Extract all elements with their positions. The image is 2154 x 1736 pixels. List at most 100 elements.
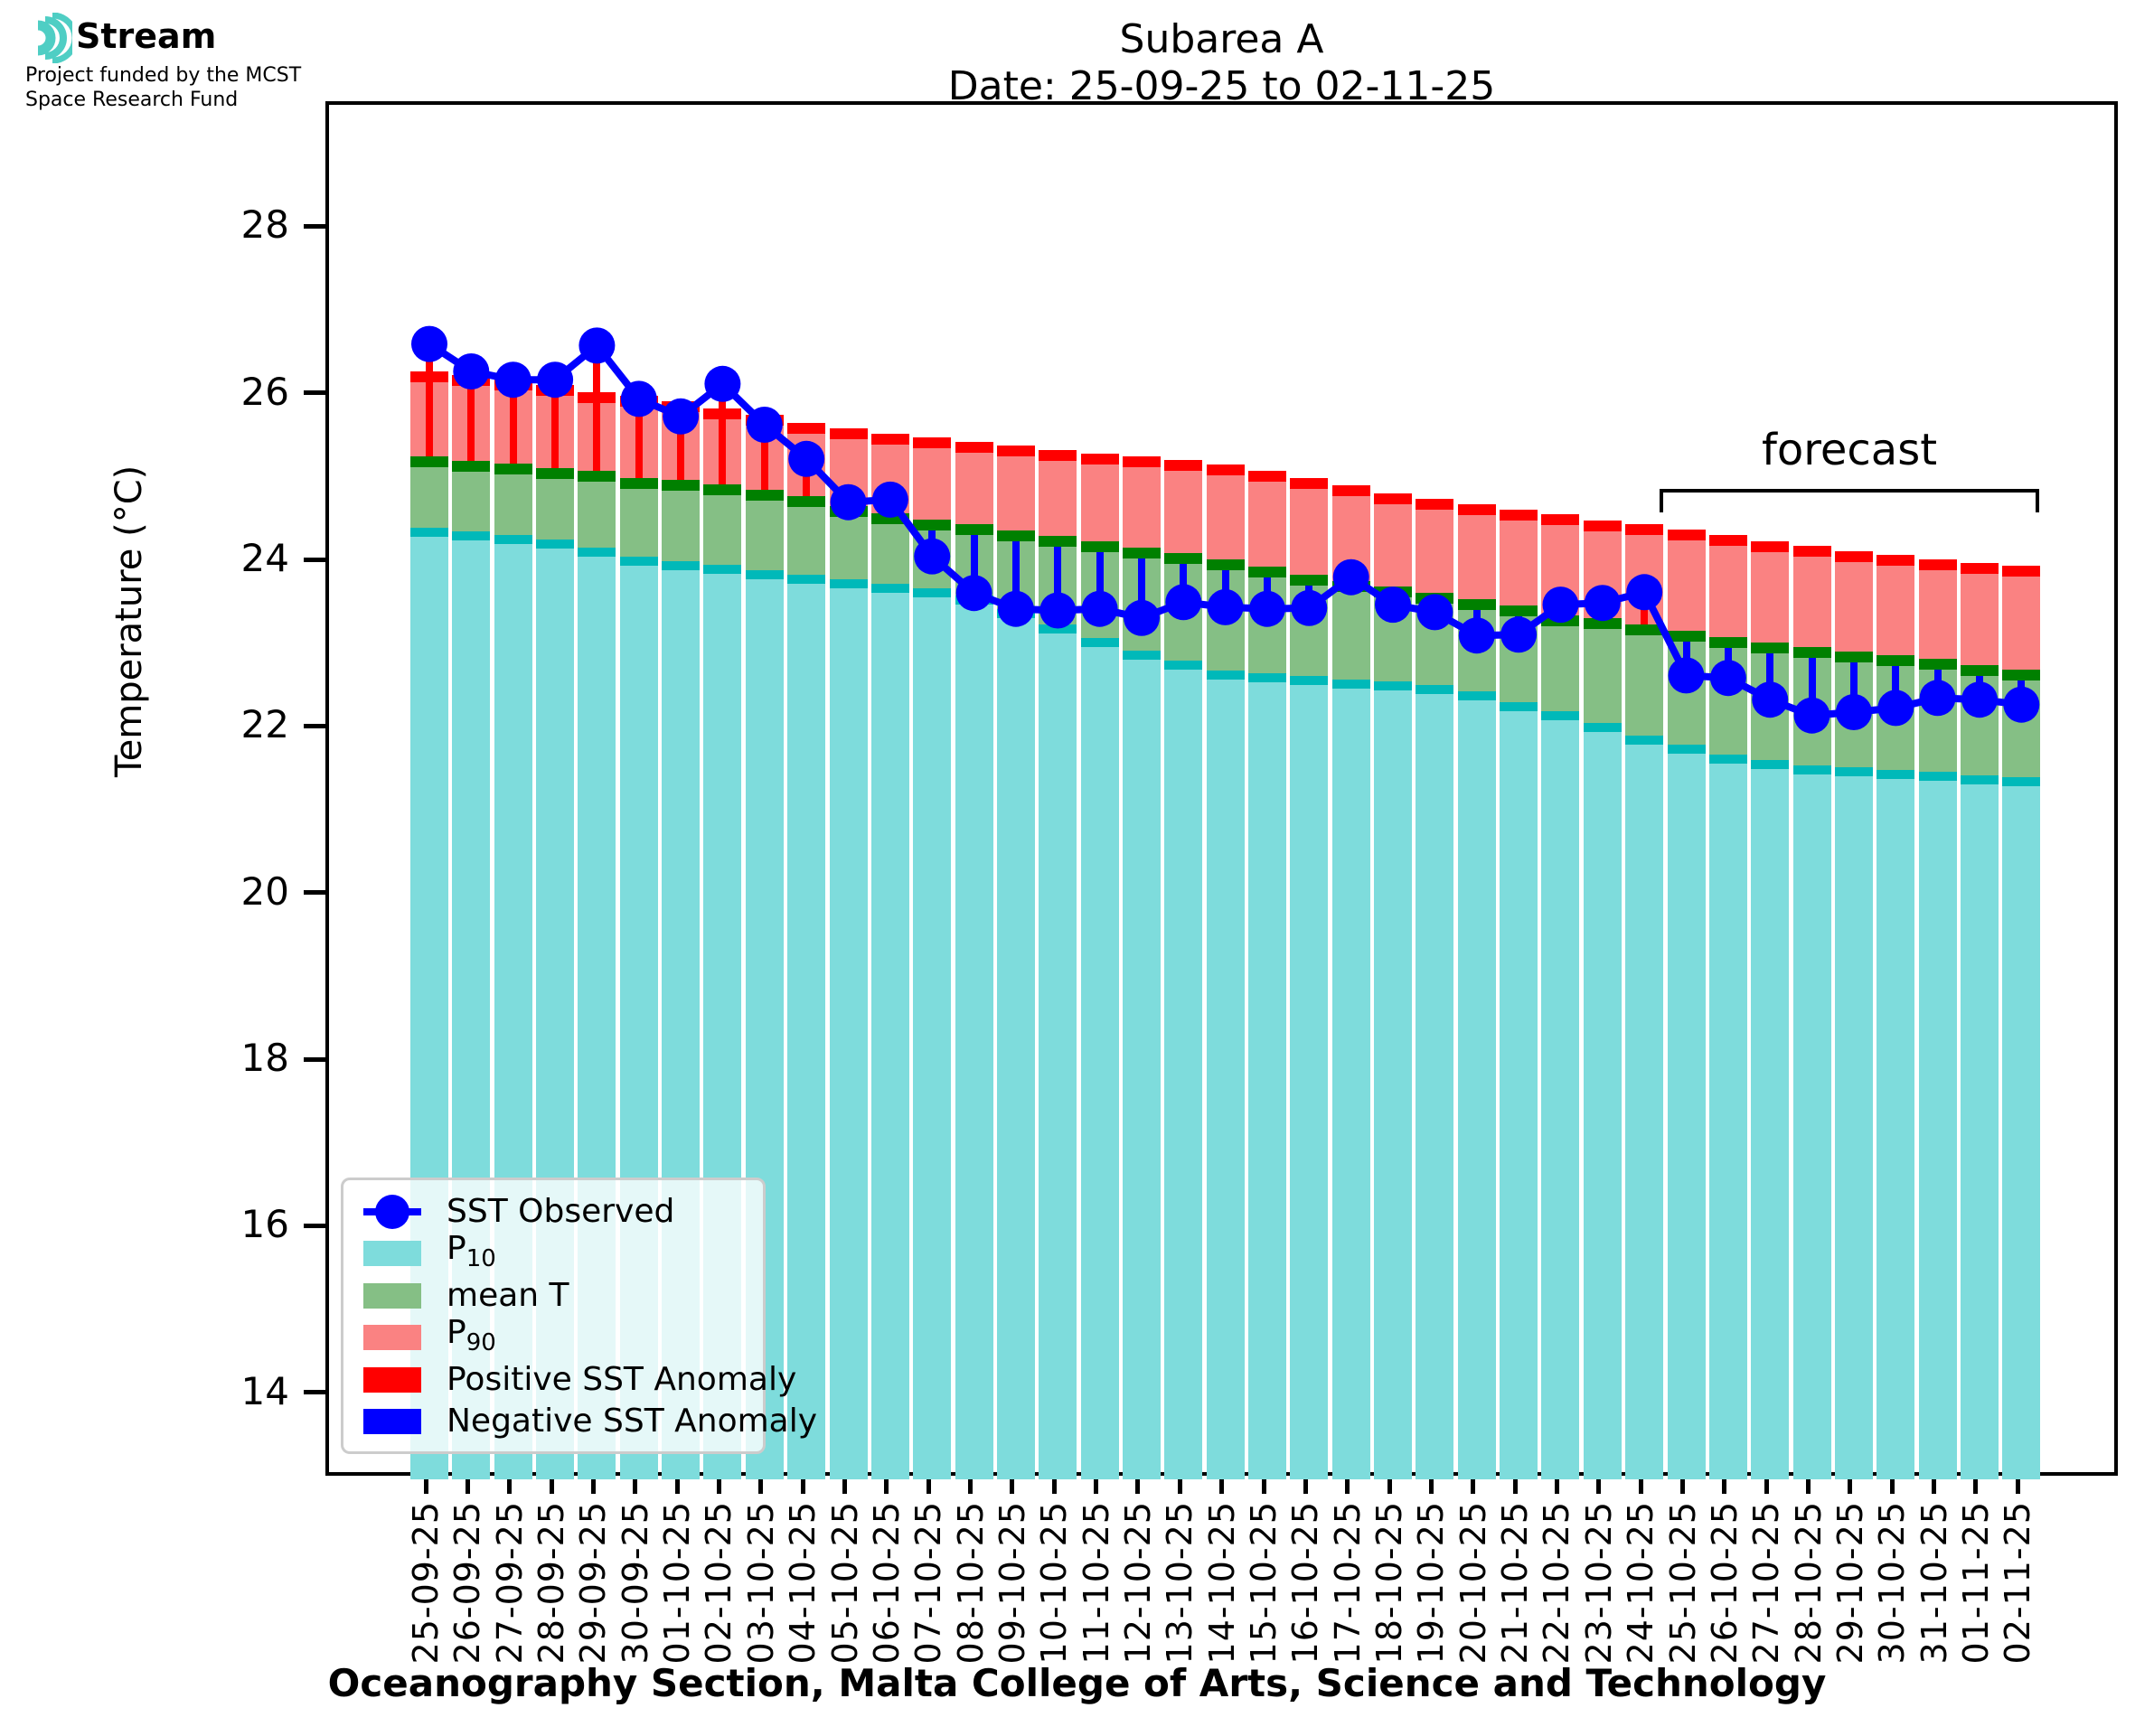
p10-cap xyxy=(619,557,658,567)
x-tick-mark xyxy=(674,1479,680,1494)
x-tick-mark xyxy=(1303,1479,1308,1494)
bar-p10 xyxy=(1751,765,1790,1479)
mean-cap xyxy=(1500,605,1538,616)
p90-cap xyxy=(1164,460,1203,472)
bar-p90 xyxy=(1877,560,1915,661)
positive-anomaly-line xyxy=(551,380,560,474)
sst-observed-dot xyxy=(578,327,616,364)
p90-cap xyxy=(578,391,616,403)
bar-p90 xyxy=(1500,515,1538,611)
p90-cap xyxy=(829,428,868,440)
positive-anomaly-line xyxy=(677,416,685,486)
sst-observed-dot xyxy=(1124,599,1160,636)
x-tick-mark xyxy=(1554,1479,1559,1494)
y-tick-label: 22 xyxy=(240,702,289,747)
mean-cap xyxy=(1206,558,1245,570)
p90-cap xyxy=(1500,510,1538,521)
sst-observed-dot xyxy=(1626,574,1663,611)
sst-observed-dot xyxy=(1332,558,1369,596)
bar-p10 xyxy=(913,593,952,1479)
x-tick-mark xyxy=(968,1479,974,1494)
x-tick-mark xyxy=(1051,1479,1057,1494)
p10-cap xyxy=(1960,774,1999,784)
sst-observed-dot xyxy=(494,361,531,399)
legend-label: P10 xyxy=(447,1229,496,1272)
sst-observed-dot xyxy=(1081,590,1118,627)
forecast-label: forecast xyxy=(1761,425,1938,475)
negative-anomaly-line xyxy=(1054,541,1062,611)
x-tick-label: 03-10-25 xyxy=(740,1501,781,1665)
p90-cap xyxy=(1206,464,1245,475)
x-tick-mark xyxy=(1722,1479,1727,1494)
p10-cap xyxy=(1667,745,1706,755)
x-tick-mark xyxy=(1973,1479,1979,1494)
p10-cap xyxy=(410,527,448,537)
logo-subtitle-line1: Project funded by the MCST xyxy=(25,64,302,87)
bar-p10 xyxy=(787,579,826,1479)
x-tick-label: 04-10-25 xyxy=(783,1501,823,1665)
legend-item: P10 xyxy=(363,1229,745,1274)
positive-anomaly-line xyxy=(635,399,643,483)
legend-label: mean T xyxy=(447,1276,569,1314)
x-tick-label: 24-10-25 xyxy=(1621,1501,1661,1665)
x-tick-label: 09-10-25 xyxy=(992,1501,1032,1665)
stream-logo: Stream Project funded by the MCST Space … xyxy=(25,13,301,112)
p10-cap xyxy=(1248,673,1286,683)
bar-p10 xyxy=(2002,782,2041,1479)
sst-observed-dot xyxy=(620,380,657,418)
p90-cap xyxy=(1708,535,1747,547)
p10-cap xyxy=(703,565,742,575)
sst-observed-dot xyxy=(1291,589,1328,626)
x-tick-label: 28-10-25 xyxy=(1788,1501,1829,1665)
mean-cap xyxy=(1039,536,1077,548)
positive-anomaly-line xyxy=(803,458,811,502)
mean-cap xyxy=(1290,575,1329,586)
bar-p90 xyxy=(1792,551,1831,652)
x-tick-label: 27-10-25 xyxy=(1746,1501,1787,1665)
y-tick-mark xyxy=(304,557,325,562)
x-tick-mark xyxy=(1471,1479,1476,1494)
p10-cap xyxy=(494,535,532,545)
x-tick-label: 29-09-25 xyxy=(573,1501,614,1665)
x-tick-label: 08-10-25 xyxy=(950,1501,991,1665)
mean-cap xyxy=(1080,541,1119,553)
bar-mean xyxy=(1625,629,1664,741)
negative-anomaly-line xyxy=(970,530,978,594)
bar-p10 xyxy=(1918,775,1957,1479)
mean-cap xyxy=(494,463,532,474)
x-tick-mark xyxy=(1094,1479,1099,1494)
x-tick-mark xyxy=(1889,1479,1895,1494)
mean-cap xyxy=(955,524,993,536)
p10-cap xyxy=(913,588,952,598)
p90-cap xyxy=(1331,484,1370,496)
x-tick-mark xyxy=(1764,1479,1769,1494)
y-tick-mark xyxy=(304,1223,325,1228)
sst-observed-dot xyxy=(997,590,1034,627)
y-tick-mark xyxy=(304,890,325,896)
sst-observed-dot xyxy=(1877,690,1914,727)
bar-p10 xyxy=(1122,655,1161,1479)
bar-mean xyxy=(578,476,616,552)
mean-cap xyxy=(1751,643,1790,654)
sst-observed-dot xyxy=(830,483,867,521)
bar-p10 xyxy=(1877,774,1915,1479)
bar-p90 xyxy=(2002,571,2041,675)
p90-cap xyxy=(870,433,909,445)
x-tick-mark xyxy=(1261,1479,1266,1494)
x-tick-mark xyxy=(1806,1479,1811,1494)
x-tick-mark xyxy=(1010,1479,1015,1494)
p90-cap xyxy=(2002,566,2041,577)
x-tick-mark xyxy=(800,1479,805,1494)
p10-cap xyxy=(1164,661,1203,671)
legend-item: mean T xyxy=(363,1275,745,1317)
p90-cap xyxy=(1834,550,1873,562)
p90-cap xyxy=(410,371,448,383)
mean-cap xyxy=(1457,599,1496,611)
bar-p90 xyxy=(1122,462,1161,553)
bar-p90 xyxy=(1039,455,1077,542)
p10-cap xyxy=(1122,651,1161,661)
p10-cap xyxy=(1751,760,1790,770)
bar-p10 xyxy=(955,600,993,1479)
sst-observed-dot xyxy=(1835,694,1872,730)
p10-cap xyxy=(578,548,616,558)
